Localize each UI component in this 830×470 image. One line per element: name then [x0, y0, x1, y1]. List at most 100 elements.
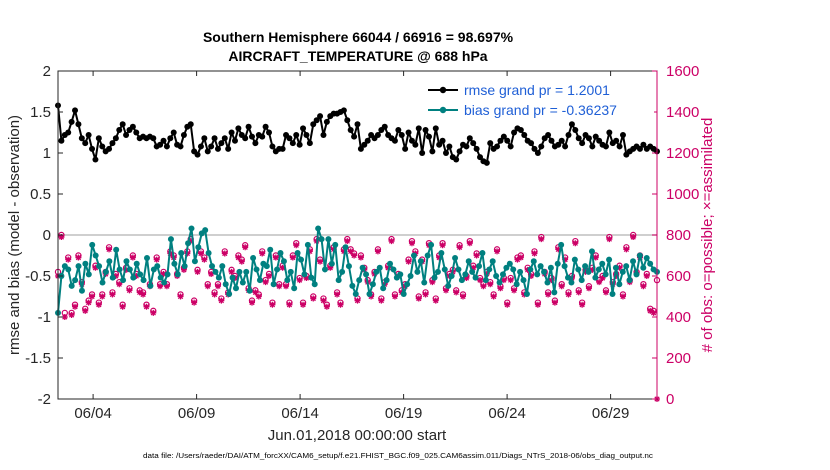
rmse-point [289, 140, 296, 147]
rmse-point [252, 140, 259, 147]
bias-point [578, 277, 585, 284]
assimilated-obs-point [347, 248, 354, 255]
rmse-point [351, 133, 358, 140]
bias-point [630, 258, 637, 265]
assimilated-obs-point [218, 297, 225, 304]
assimilated-obs-point [279, 264, 286, 271]
assimilated-obs-point [463, 275, 470, 282]
bias-point [181, 263, 188, 270]
assimilated-obs-point [238, 258, 245, 265]
rmse-point [85, 131, 92, 138]
rmse-point [575, 135, 582, 142]
bias-point [270, 281, 277, 288]
rmse-point [310, 121, 317, 128]
bias-point [636, 252, 643, 259]
rmse-point [259, 133, 266, 140]
assimilated-obs-point [82, 307, 89, 314]
y-tick-label: -1.5 [25, 350, 51, 367]
rmse-point [133, 129, 140, 136]
assimilated-obs-point [255, 293, 262, 300]
bias-point [325, 236, 332, 243]
bias-point [102, 268, 109, 275]
rmse-point [170, 129, 177, 136]
bias-point [298, 256, 305, 263]
rmse-point [286, 135, 293, 142]
assimilated-obs-point [317, 258, 324, 265]
bias-point [462, 271, 469, 278]
legend-rmse-marker [439, 86, 447, 94]
bias-point [277, 250, 284, 257]
rmse-point [221, 135, 228, 142]
assimilated-obs-point [551, 299, 558, 306]
y-right-tick-label: 1000 [666, 186, 699, 203]
rmse-point [150, 135, 157, 142]
rmse-point [613, 137, 620, 144]
assimilated-obs-point [143, 303, 150, 310]
bias-point [304, 241, 311, 248]
assimilated-obs-point [623, 246, 630, 253]
bias-point [633, 271, 640, 278]
bias-point [332, 241, 339, 248]
rmse-point [425, 133, 432, 140]
y-tick-label: -1 [38, 309, 51, 326]
assimilated-obs-point [323, 303, 330, 310]
bias-point [383, 277, 390, 284]
bias-point [390, 266, 397, 273]
rmse-point [225, 145, 232, 152]
y-tick-label: 0.5 [30, 186, 51, 203]
bias-point [369, 281, 376, 288]
bias-point [623, 263, 630, 270]
assimilated-obs-point [269, 301, 276, 308]
assimilated-obs-point [442, 287, 449, 294]
assimilated-obs-point [497, 285, 504, 292]
rmse-point [180, 131, 187, 138]
bias-point [575, 266, 582, 273]
bias-point [205, 250, 212, 257]
rmse-series [55, 102, 660, 166]
bias-point [465, 258, 472, 265]
y-right-tick-label: 800 [666, 227, 691, 244]
assimilated-obs-point [613, 273, 620, 279]
assimilated-obs-point [405, 258, 412, 265]
rmse-point [228, 129, 235, 136]
rmse-point [99, 143, 106, 150]
bias-point [503, 264, 510, 271]
bias-point [126, 266, 133, 273]
rmse-point [463, 143, 470, 150]
assimilated-obs-point [531, 250, 538, 257]
bias-point [143, 254, 150, 261]
bias-point [602, 271, 609, 278]
assimilated-obs-point [453, 289, 460, 296]
rmse-point [534, 150, 541, 156]
y-axis-left: -2 -1.5 -1 -0.5 0 0.5 1 1.5 2 [25, 63, 63, 408]
rmse-point [235, 125, 242, 132]
bias-point [441, 266, 448, 273]
rmse-point [157, 141, 164, 148]
assimilated-obs-point [391, 293, 398, 300]
assimilated-obs-point [582, 268, 589, 275]
rmse-point [511, 129, 518, 136]
assimilated-obs-point [221, 250, 228, 257]
assimilated-obs-point [92, 264, 99, 271]
assimilated-obs-point [157, 283, 164, 290]
assimilated-obs-point [109, 291, 116, 298]
rmse-point [497, 137, 504, 144]
bias-point [263, 263, 270, 270]
assimilated-obs-point [480, 283, 487, 290]
rmse-point [242, 135, 249, 142]
bias-point [599, 260, 606, 267]
assimilated-obs-point [72, 303, 79, 310]
assimilated-obs-point [262, 279, 269, 286]
rmse-point [320, 131, 327, 138]
assimilated-obs-point [354, 297, 361, 304]
rmse-point [354, 121, 361, 128]
rmse-point [112, 135, 119, 142]
bias-point [407, 273, 414, 279]
rmse-point [545, 131, 552, 138]
bias-point [280, 258, 287, 265]
bias-point [342, 244, 349, 251]
assimilated-obs-point [310, 295, 317, 302]
rmse-point [619, 131, 626, 138]
rmse-point [391, 137, 398, 144]
rmse-point [422, 127, 429, 134]
